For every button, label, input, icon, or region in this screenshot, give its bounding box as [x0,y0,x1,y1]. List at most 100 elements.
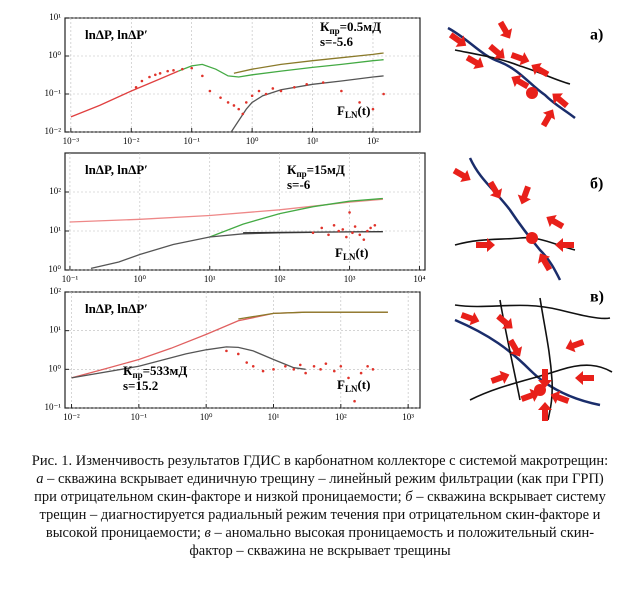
flow-arrow [448,32,467,47]
data-line [178,59,384,78]
data-point [362,238,366,241]
skin-label: s=15.2 [123,378,158,393]
caption-italic: б [405,489,413,505]
arrow-shape [507,338,523,357]
flow-arrow [575,371,594,385]
flow-arrow [538,402,552,421]
skin-label: s=-5.6 [320,34,354,49]
annotation-rest: (t) [357,377,370,392]
flow-arrow [538,369,552,388]
data-point [208,89,212,93]
annotation-sub: пр [132,370,142,380]
annotation-base: F [337,377,345,392]
y-tick-label: 10⁰ [48,264,61,274]
arrow-shape [510,52,530,66]
flow-arrow [552,93,569,109]
x-tick-label: 10⁻² [123,136,140,146]
y-tick-label: 10⁻¹ [45,402,62,412]
annotation-base: F [335,245,343,260]
annotation-rest: =533мД [143,363,188,378]
y-tick-label: 10⁰ [48,363,61,373]
data-point [348,211,351,214]
caption-italic: а [36,471,44,487]
x-tick-label: 10⁻³ [63,136,80,146]
data-point [358,101,361,104]
annotation: FLN(t) [337,377,370,394]
x-tick-label: 10⁰ [134,274,147,284]
arrow-shape [460,312,480,326]
data-point [351,231,354,235]
flow-arrow [460,312,480,326]
caption-text: – скважина вскрывает единичную трещину –… [34,471,604,505]
flow-arrow [488,43,505,59]
data-point [298,363,302,367]
data-line [71,346,306,379]
data-point [272,368,275,371]
data-point [373,224,377,227]
data-point [257,89,261,93]
well-point [526,87,538,99]
data-line [69,198,383,223]
data-point [347,376,350,380]
data-point [340,89,343,93]
plot-frame [64,152,426,271]
arrow-shape [550,390,570,404]
annotation-sub: LN [345,110,358,120]
plot-frame [64,291,421,409]
arrow-shape [496,313,513,329]
arrow-shape [448,32,467,47]
data-point [353,399,356,403]
y-tick-label: 10⁰ [48,50,61,60]
data-point [371,368,375,371]
x-tick-label: 10⁻¹ [131,412,148,422]
flow-arrow [565,339,585,353]
y-axis-label: lnΔP, lnΔP′ [85,162,148,177]
arrow-shape [555,238,574,252]
annotation-sub: LN [345,384,358,394]
fracture [454,304,611,320]
data-point [241,112,245,116]
fracture [454,49,571,85]
well [454,318,601,407]
panel-label: а) [590,27,603,44]
flow-arrow [507,338,523,357]
data-point [320,226,324,230]
fracture [539,297,553,421]
data-line [209,197,383,238]
well [468,157,562,281]
arrow-shape [487,180,503,199]
flow-arrow [537,253,553,272]
data-point [251,364,255,368]
data-point [134,86,138,89]
y-axis-label: lnΔP, lnΔP′ [85,301,148,316]
flow-arrow [465,54,484,70]
annotation: Кпр=0.5мД [320,19,381,36]
data-point [358,233,362,237]
x-tick-label: 10¹ [307,136,319,146]
skin-label: s=-6 [287,177,311,192]
data-point [293,86,296,89]
y-tick-label: 10¹ [49,325,61,335]
data-line [243,231,383,234]
arrow-shape [511,74,530,90]
data-point [181,67,184,71]
arrow-shape [540,109,556,128]
flow-arrow [555,238,574,252]
arrow-shape [552,93,569,109]
flow-arrow [476,238,495,252]
data-point [337,229,341,233]
x-tick-label: 10² [335,412,347,422]
x-tick-label: 10¹ [204,274,216,284]
data-point [359,371,363,375]
data-point [236,352,240,356]
data-line [233,52,384,74]
data-point [332,224,336,227]
data-point [319,368,322,371]
y-tick-label: 10⁻¹ [45,88,62,98]
data-point [244,101,248,104]
data-point [232,104,236,107]
data-point [166,69,169,73]
arrow-shape [537,253,553,272]
flow-arrow [546,214,565,230]
